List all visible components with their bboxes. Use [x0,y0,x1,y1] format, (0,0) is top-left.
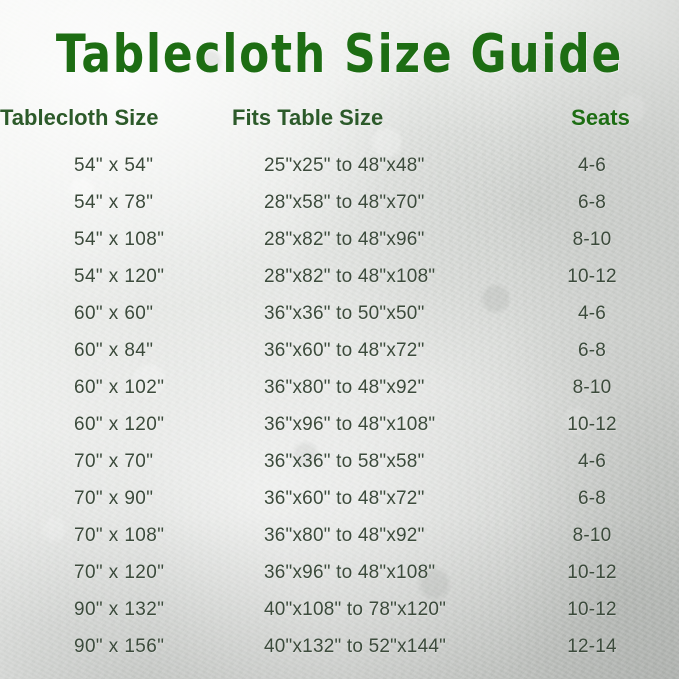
cell-seats: 8-10 [572,525,612,546]
cell-seats: 4-6 [577,155,607,176]
cell-seats: 4-6 [577,451,607,472]
table-body: 54" x 54" 25"x25" to 48"x48" 4-6 54" x 78" 2… [0,147,679,665]
cell-fits-table-size: 36"x80" to 48"x92" [264,377,425,398]
table-row: 90" x 156" 40"x132" to 52"x144" 12-14 [0,628,679,665]
cell-tablecloth-size: 60" x 84" [74,340,154,361]
cell-fits-table-size: 36"x36" to 50"x50" [264,303,425,324]
cell-fits-table-size: 28"x82" to 48"x108" [264,266,436,287]
table-row: 60" x 60" 36"x36" to 50"x50" 4-6 [0,295,679,332]
cell-fits-table-size: 28"x58" to 48"x70" [264,192,425,213]
table-row: 60" x 84" 36"x60" to 48"x72" 6-8 [0,332,679,369]
cell-tablecloth-size: 60" x 120" [74,414,165,435]
cell-fits-table-size: 36"x60" to 48"x72" [264,340,425,361]
cell-tablecloth-size: 90" x 156" [74,636,165,657]
cell-tablecloth-size: 54" x 54" [74,155,154,176]
table-header-row: Tablecloth Size Fits Table Size Seats [0,103,679,147]
cell-fits-table-size: 36"x36" to 58"x58" [264,451,425,472]
cell-tablecloth-size: 70" x 108" [74,525,165,546]
column-header-fits-table-size: Fits Table Size [232,105,384,130]
cell-tablecloth-size: 54" x 78" [74,192,154,213]
cell-tablecloth-size: 70" x 70" [74,451,154,472]
column-header-seats: Seats [571,105,630,130]
table-row: 54" x 78" 28"x58" to 48"x70" 6-8 [0,184,679,221]
cell-seats: 10-12 [567,599,617,620]
table-row: 60" x 102" 36"x80" to 48"x92" 8-10 [0,369,679,406]
cell-fits-table-size: 36"x80" to 48"x92" [264,525,425,546]
cell-fits-table-size: 25"x25" to 48"x48" [264,155,425,176]
cell-seats: 4-6 [577,303,607,324]
cell-seats: 6-8 [577,340,607,361]
table-row: 70" x 108" 36"x80" to 48"x92" 8-10 [0,517,679,554]
table-row: 70" x 70" 36"x36" to 58"x58" 4-6 [0,443,679,480]
cell-fits-table-size: 28"x82" to 48"x96" [264,229,425,250]
cell-seats: 8-10 [572,377,612,398]
cell-fits-table-size: 36"x96" to 48"x108" [264,414,436,435]
page-title: Tablecloth Size Guide [55,24,624,85]
cell-seats: 10-12 [567,562,617,583]
cell-fits-table-size: 36"x60" to 48"x72" [264,488,425,509]
cell-seats: 6-8 [577,488,607,509]
table-row: 70" x 120" 36"x96" to 48"x108" 10-12 [0,554,679,591]
cell-tablecloth-size: 60" x 60" [74,303,154,324]
cell-tablecloth-size: 90" x 132" [74,599,165,620]
cell-seats: 10-12 [567,414,617,435]
cell-tablecloth-size: 54" x 108" [74,229,165,250]
table-row: 90" x 132" 40"x108" to 78"x120" 10-12 [0,591,679,628]
table-row: 54" x 54" 25"x25" to 48"x48" 4-6 [0,147,679,184]
tablecloth-size-table: Tablecloth Size Fits Table Size Seats 54… [0,103,679,665]
cell-fits-table-size: 40"x132" to 52"x144" [264,636,447,657]
cell-fits-table-size: 36"x96" to 48"x108" [264,562,436,583]
cell-seats: 8-10 [572,229,612,250]
cell-tablecloth-size: 70" x 90" [74,488,154,509]
cell-fits-table-size: 40"x108" to 78"x120" [264,599,447,620]
table-row: 70" x 90" 36"x60" to 48"x72" 6-8 [0,480,679,517]
cell-seats: 10-12 [567,266,617,287]
table-header: Tablecloth Size Fits Table Size Seats [0,103,679,147]
column-header-tablecloth-size: Tablecloth Size [0,105,159,130]
table-row: 54" x 108" 28"x82" to 48"x96" 8-10 [0,221,679,258]
table-row: 60" x 120" 36"x96" to 48"x108" 10-12 [0,406,679,443]
cell-tablecloth-size: 54" x 120" [74,266,165,287]
table-row: 54" x 120" 28"x82" to 48"x108" 10-12 [0,258,679,295]
cell-seats: 6-8 [577,192,607,213]
cell-tablecloth-size: 70" x 120" [74,562,165,583]
cell-seats: 12-14 [567,636,617,657]
cell-tablecloth-size: 60" x 102" [74,377,165,398]
